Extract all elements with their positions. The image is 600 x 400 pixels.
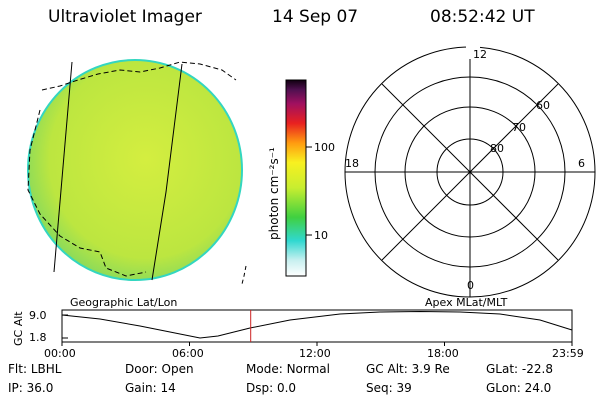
altitude-plot <box>61 309 573 346</box>
time-label: 08:52:42 UT <box>430 7 535 27</box>
altitude-xtick: 06:00 <box>172 347 204 360</box>
footer-flt: Flt: LBHL <box>8 362 62 376</box>
colorbar-tick-10: 10 <box>314 229 328 242</box>
coastline <box>41 61 237 91</box>
earth-disk <box>27 59 243 281</box>
altitude-xtick: 23:59 <box>552 347 584 360</box>
colorbar-gradient <box>285 79 307 277</box>
footer-gc-alt: GC Alt: 3.9 Re <box>366 362 450 376</box>
footer-mode: Mode: Normal <box>246 362 330 376</box>
mlt-label-18: 18 <box>345 157 359 170</box>
altitude-xtick: 12:00 <box>299 347 331 360</box>
altitude-ytick-1.8: 1.8 <box>29 331 47 344</box>
altitude-ytick-9: 9.0 <box>29 309 47 322</box>
colorbar-unit: photon cm⁻²s⁻¹ <box>267 147 281 240</box>
longitude-line <box>53 61 73 273</box>
mlt-label-12: 12 <box>473 48 487 61</box>
footer-dsp: Dsp: 0.0 <box>246 381 297 395</box>
footer-door: Door: Open <box>125 362 194 376</box>
footer-seq: Seq: 39 <box>366 381 412 395</box>
coastline <box>241 265 247 285</box>
longitude-line <box>151 63 183 281</box>
footer-glat: GLat: -22.8 <box>486 362 553 376</box>
altitude-ylabel: GC Alt <box>12 311 25 346</box>
mlat-label-70: 70 <box>512 121 526 134</box>
mlt-label-0: 0 <box>467 279 474 292</box>
altitude-xtick: 00:00 <box>44 347 76 360</box>
polar-panel-label: Apex MLat/MLT <box>425 296 508 309</box>
mlat-label-80: 80 <box>490 142 504 155</box>
image-panel-label: Geographic Lat/Lon <box>70 296 177 309</box>
polar-plot <box>344 46 596 298</box>
mlt-label-6: 6 <box>578 157 585 170</box>
altitude-curve <box>61 310 573 339</box>
colorbar-tick-100: 100 <box>314 141 335 154</box>
earth-uv-image <box>27 59 247 285</box>
date-label: 14 Sep 07 <box>272 7 359 27</box>
altitude-xtick: 18:00 <box>427 347 459 360</box>
footer-glon: GLon: 24.0 <box>486 381 552 395</box>
instrument-title: Ultraviolet Imager <box>48 7 202 27</box>
mlat-label-60: 60 <box>536 99 550 112</box>
colorbar: 100 10 photon cm⁻²s⁻¹ <box>267 79 335 277</box>
coastline <box>27 109 147 277</box>
footer-gain: Gain: 14 <box>125 381 176 395</box>
footer-ip: IP: 36.0 <box>8 381 54 395</box>
